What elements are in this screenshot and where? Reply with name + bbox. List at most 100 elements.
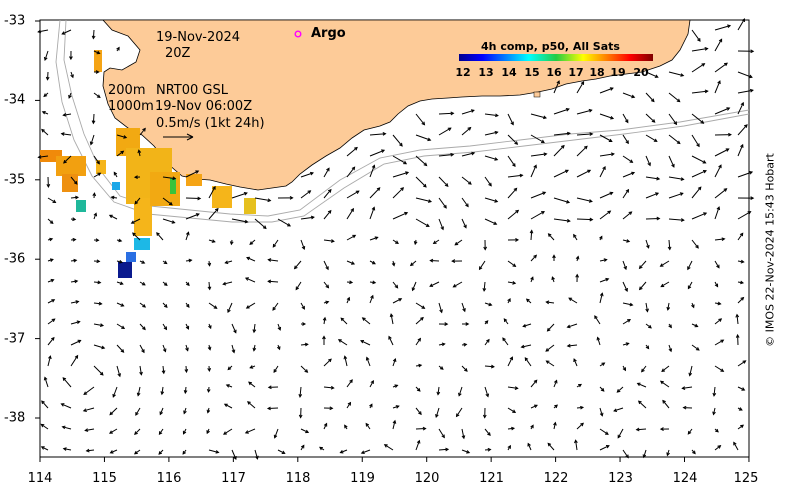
current-arrow (714, 148, 729, 157)
current-arrow-head (350, 207, 354, 212)
current-arrow-head (135, 411, 139, 416)
current-arrow-head (599, 412, 604, 417)
current-arrow (645, 134, 658, 142)
current-arrow (70, 196, 79, 199)
current-arrow-head (487, 432, 491, 437)
current-arrow-head (339, 449, 344, 454)
current-arrow (737, 424, 744, 430)
current-arrow (162, 176, 176, 180)
current-arrow-head (50, 278, 55, 283)
current-arrow-head (372, 260, 376, 265)
current-arrow-head (85, 448, 90, 453)
current-arrow-head (301, 305, 305, 310)
current-arrow-head (158, 451, 163, 455)
current-arrow (438, 197, 447, 209)
current-arrow (185, 197, 201, 199)
current-arrow-head (75, 300, 80, 304)
x-tick-label: 115 (92, 471, 117, 486)
current-arrow-head (160, 391, 165, 396)
current-arrow (112, 386, 118, 398)
current-arrow-head (195, 170, 200, 174)
current-arrow (61, 403, 72, 409)
current-arrow (134, 428, 141, 435)
y-tick-label: -37 (4, 331, 26, 347)
current-arrow (714, 260, 720, 268)
current-arrow-head (547, 442, 552, 447)
current-arrow-head (184, 369, 189, 374)
current-arrow-head (51, 318, 56, 323)
y-tick-label: -38 (4, 410, 26, 426)
current-arrow (116, 150, 124, 157)
current-arrow (116, 365, 121, 377)
current-arrow (277, 449, 285, 454)
current-arrow (737, 124, 748, 136)
current-arrow-head (398, 298, 403, 302)
current-arrow-head (99, 323, 105, 327)
current-arrow (530, 153, 547, 157)
current-arrow-head (638, 286, 643, 291)
current-arrow-head (51, 299, 56, 303)
current-arrow-head (289, 195, 294, 200)
current-arrow (227, 302, 233, 313)
current-arrow (502, 337, 509, 346)
current-arrow (668, 176, 684, 180)
current-arrow (599, 166, 606, 178)
current-arrow-head (61, 31, 66, 35)
current-arrow (713, 386, 716, 396)
current-arrow (47, 197, 56, 203)
current-arrow-head (697, 186, 702, 191)
current-arrow-head (575, 273, 580, 278)
current-arrow (687, 281, 693, 289)
current-arrow-head (641, 368, 645, 373)
current-arrow-head (422, 426, 427, 431)
current-arrow (245, 277, 256, 283)
current-arrow-head (704, 47, 709, 51)
current-arrow-head (575, 255, 580, 260)
current-arrow-head (452, 284, 457, 288)
current-arrow-head (482, 287, 487, 292)
current-arrow (622, 113, 629, 123)
current-arrow-head (435, 413, 439, 419)
current-arrow-head (75, 195, 80, 200)
current-arrow-head (206, 430, 210, 435)
current-arrow-head (337, 339, 342, 343)
current-arrow-head (267, 385, 272, 390)
current-arrow (267, 407, 279, 409)
current-arrow-head (310, 215, 315, 220)
current-arrow (300, 343, 308, 346)
current-arrow-head (714, 283, 719, 288)
current-arrow-head (487, 447, 492, 452)
current-arrow-head (97, 172, 102, 177)
current-arrow (208, 449, 219, 453)
current-arrow (41, 423, 49, 430)
current-arrow-head (252, 329, 257, 334)
current-arrow (576, 169, 591, 178)
current-arrow (323, 281, 329, 289)
current-arrow-head (566, 324, 571, 329)
current-arrow (639, 260, 647, 269)
current-arrow (323, 260, 329, 270)
current-arrow (507, 260, 516, 267)
current-arrow-head (503, 318, 508, 323)
current-arrow-head (183, 390, 188, 395)
current-arrow (323, 189, 332, 199)
current-arrow-head (445, 447, 450, 452)
current-arrow-head (62, 447, 67, 451)
current-arrow (415, 155, 427, 166)
current-arrow (390, 314, 394, 325)
current-arrow (62, 377, 72, 388)
current-arrow-head (197, 196, 202, 201)
current-arrow (714, 25, 731, 31)
current-arrow-head (440, 226, 444, 231)
current-arrow-head (195, 213, 200, 217)
current-arrow (573, 358, 578, 367)
current-arrow (47, 71, 49, 80)
current-arrow (660, 260, 670, 267)
current-arrow (638, 400, 647, 409)
current-arrow-head (96, 94, 101, 99)
current-arrow-head (545, 348, 550, 352)
current-arrow-head (118, 238, 123, 243)
current-arrow (93, 323, 104, 327)
current-arrow-head (726, 107, 731, 111)
current-arrow (369, 133, 386, 136)
